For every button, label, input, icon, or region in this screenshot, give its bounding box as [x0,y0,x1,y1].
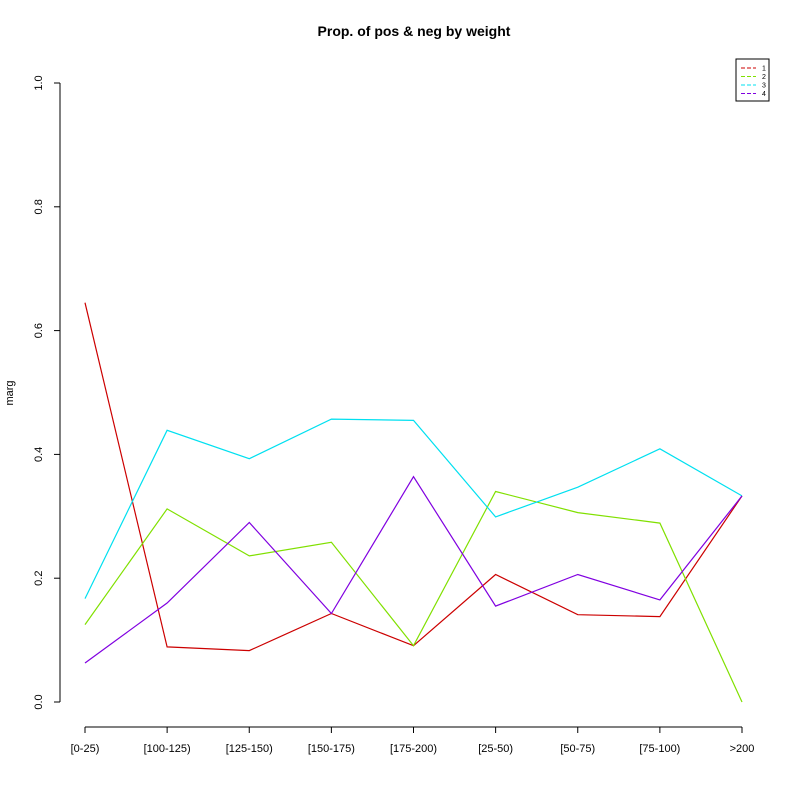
y-axis-label: marg [4,380,16,405]
x-tick-label: [0-25) [71,743,100,755]
x-tick-label: >200 [730,743,755,755]
series-line-2 [84,490,743,703]
legend-label-3: 3 [762,83,766,90]
y-tick-label: 1.0 [33,75,45,90]
series-line-3 [84,418,743,599]
x-tick-label: [25-50) [478,743,513,755]
x-tick-label: [75-100) [639,743,680,755]
series-lines [84,302,743,703]
legend-label-4: 4 [762,91,766,98]
y-tick-label: 0.0 [33,694,45,709]
x-tick-label: [50-75) [560,743,595,755]
x-tick-label: [150-175) [308,743,355,755]
legend-label-1: 1 [762,66,766,73]
x-tick-label: [125-150) [226,743,273,755]
series-line-4 [84,475,743,664]
x-axis: [0-25) [100-125) [125-150) [150-175) [175-20… [71,726,755,755]
chart-title: Prop. of pos & neg by weight [318,23,511,39]
y-axis: 0.0 0.2 0.4 0.6 0.8 1.0 [33,75,61,710]
legend-label-2: 2 [762,74,766,81]
x-tick-label: [100-125) [144,743,191,755]
y-tick-label: 0.2 [33,571,45,586]
y-tick-label: 0.6 [33,323,45,338]
x-tick-label: [175-200) [390,743,437,755]
y-tick-label: 0.4 [33,447,45,462]
y-tick-label: 0.8 [33,199,45,214]
legend: 12 34 [735,58,770,102]
